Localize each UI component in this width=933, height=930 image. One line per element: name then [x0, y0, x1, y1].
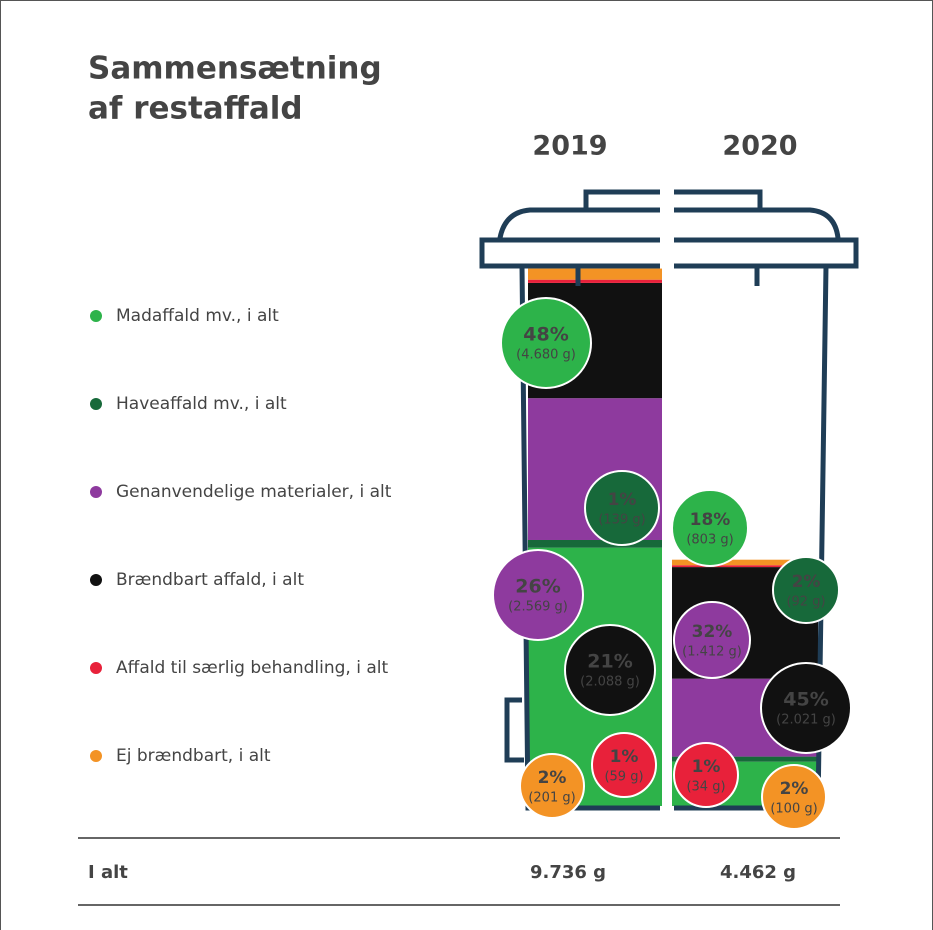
- share-label: 18%: [690, 510, 731, 530]
- legend-label: Brændbart affald, i alt: [116, 570, 304, 590]
- page: 48% (4.680 g) 18% (803 g) 1% (139 g) 2% (92 g) 2…: [0, 0, 933, 930]
- chart-title: af restaffald: [88, 91, 303, 127]
- share-label: 21%: [587, 651, 632, 673]
- value-label: (803 g): [686, 533, 733, 548]
- value-label: (100 g): [770, 802, 817, 817]
- value-label: (1.412 g): [682, 645, 742, 660]
- column-label: 2020: [722, 131, 797, 162]
- total-label: I alt: [88, 862, 128, 883]
- chart-title: Sammensætning: [88, 51, 382, 87]
- legend-label: Genanvendelige materialer, i alt: [116, 482, 392, 502]
- share-label: 2%: [780, 779, 809, 799]
- legend-label: Haveaffald mv., i alt: [116, 394, 287, 414]
- value-label: (4.680 g): [516, 348, 576, 363]
- segment: [528, 269, 662, 280]
- chart: 48% (4.680 g) 18% (803 g) 1% (139 g) 2% (92 g) 2…: [0, 0, 933, 930]
- share-label: 1%: [608, 490, 637, 510]
- share-label: 45%: [783, 689, 828, 711]
- value-label: (2.088 g): [580, 675, 640, 690]
- legend-dot: [90, 750, 102, 762]
- legend-dot: [90, 486, 102, 498]
- segment: [528, 540, 662, 548]
- value-label: (2.569 g): [508, 600, 568, 615]
- value-label: (92 g): [786, 595, 825, 610]
- value-label: (34 g): [686, 780, 725, 795]
- legend-dot: [90, 310, 102, 322]
- value-label: (201 g): [528, 791, 575, 806]
- total-value: 4.462 g: [720, 862, 796, 883]
- share-label: 48%: [523, 324, 568, 346]
- legend-dot: [90, 398, 102, 410]
- column-label: 2019: [532, 131, 607, 162]
- share-label: 2%: [538, 768, 567, 788]
- legend-dot: [90, 662, 102, 674]
- share-label: 1%: [692, 757, 721, 777]
- segment: [528, 280, 662, 283]
- legend-label: Ej brændbart, i alt: [116, 746, 271, 766]
- value-label: (59 g): [604, 770, 643, 785]
- share-label: 26%: [515, 576, 560, 598]
- legend-dot: [90, 574, 102, 586]
- share-label: 2%: [792, 572, 821, 592]
- legend-label: Affald til særlig behandling, i alt: [116, 658, 388, 678]
- value-label: (139 g): [598, 513, 645, 528]
- share-label: 32%: [692, 622, 733, 642]
- share-label: 1%: [610, 747, 639, 767]
- legend-label: Madaffald mv., i alt: [116, 306, 279, 326]
- total-value: 9.736 g: [530, 862, 606, 883]
- value-label: (2.021 g): [776, 713, 836, 728]
